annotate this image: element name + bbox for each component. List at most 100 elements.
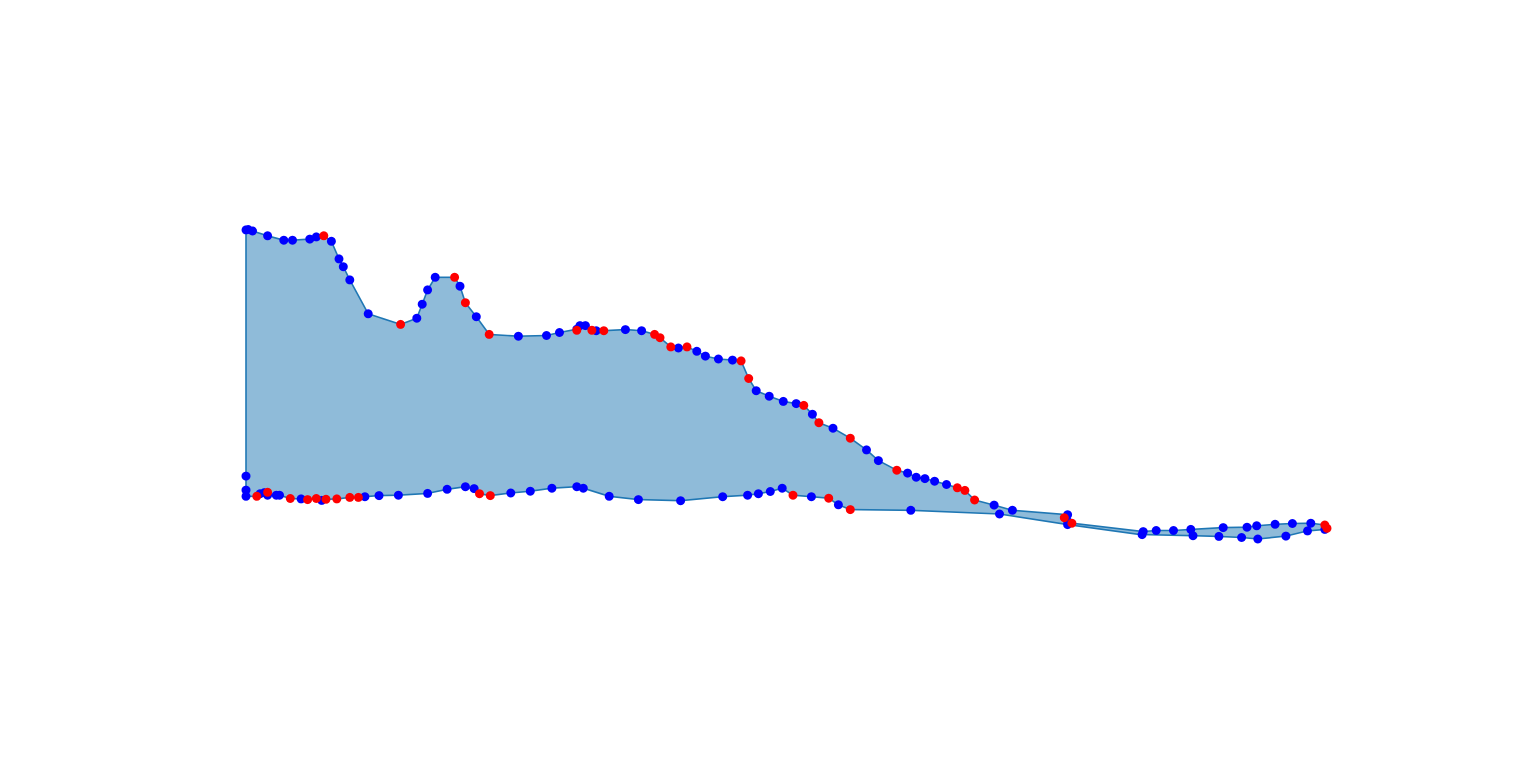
blue-point-87: [460, 482, 470, 492]
blue-point-67: [1137, 530, 1147, 540]
blue-point-18: [471, 312, 481, 322]
blue-point-101: [271, 490, 281, 500]
red-point-12: [736, 356, 746, 366]
blue-point-93: [296, 494, 306, 504]
blue-point-66: [1188, 531, 1198, 541]
filled-region: [245, 228, 1328, 540]
blue-point-7: [311, 232, 321, 242]
blue-point-72: [806, 492, 816, 502]
red-point-29: [475, 489, 484, 499]
blue-point-35: [778, 396, 788, 406]
blue-point-52: [1169, 526, 1178, 535]
blue-point-77: [718, 492, 728, 502]
blue-point-36: [791, 399, 801, 409]
blue-point-4: [279, 235, 289, 245]
blue-point-34: [764, 391, 774, 401]
blue-point-27: [637, 326, 647, 336]
blue-point-17: [455, 281, 465, 291]
blue-point-42: [911, 472, 921, 482]
blue-point-3: [263, 231, 273, 241]
red-point-10: [666, 342, 676, 352]
red-point-31: [345, 492, 355, 502]
blue-point-21: [555, 328, 564, 337]
red-point-35: [303, 495, 313, 505]
blue-point-29: [692, 346, 702, 356]
red-point-15: [814, 418, 824, 428]
blue-point-30: [700, 351, 710, 361]
red-point-33: [321, 494, 331, 504]
blue-point-58: [1287, 519, 1297, 528]
blue-point-39: [862, 445, 871, 455]
blue-point-14: [417, 299, 427, 309]
red-point-20: [970, 495, 980, 505]
blue-point-85: [506, 488, 516, 498]
blue-point-88: [442, 484, 452, 494]
blue-point-5: [288, 235, 297, 245]
blue-point-71: [833, 500, 843, 510]
blue-point-19: [513, 331, 523, 341]
blue-point-54: [1218, 523, 1228, 533]
blue-point-63: [1253, 534, 1263, 544]
blue-point-12: [363, 309, 373, 319]
blue-point-82: [572, 482, 582, 492]
blue-point-16: [430, 272, 440, 282]
blue-point-65: [1214, 531, 1224, 541]
blue-point-73: [777, 483, 787, 493]
red-point-3: [460, 298, 470, 308]
blue-point-37: [807, 409, 817, 419]
red-point-6: [587, 325, 597, 335]
blue-point-43: [920, 474, 930, 484]
blue-point-45: [942, 480, 951, 489]
blue-point-83: [547, 483, 557, 493]
blue-point-13: [412, 313, 422, 323]
blue-point-2: [248, 226, 257, 236]
blue-point-74: [765, 487, 775, 496]
blue-point-11: [345, 275, 355, 285]
blue-point-9: [334, 254, 344, 264]
red-point-36: [285, 494, 295, 503]
blue-point-26: [620, 325, 630, 335]
blue-point-15: [423, 285, 433, 295]
blue-point-89: [423, 488, 433, 498]
blue-point-55: [1242, 522, 1252, 532]
red-point-22: [1067, 518, 1077, 528]
blue-point-47: [1007, 505, 1017, 515]
red-point-17: [892, 465, 902, 475]
red-point-19: [960, 485, 970, 495]
blue-point-44: [930, 476, 940, 486]
red-point-16: [845, 433, 855, 443]
blue-point-78: [676, 496, 686, 506]
blue-point-10: [338, 262, 348, 272]
blue-point-56: [1252, 521, 1262, 531]
blue-point-69: [995, 509, 1004, 519]
blue-point-75: [753, 489, 763, 499]
blue-point-33: [751, 386, 761, 396]
red-point-1: [396, 319, 406, 329]
point-markers: [241, 225, 1332, 544]
red-point-32: [332, 494, 342, 504]
blue-point-28: [673, 343, 683, 353]
blue-point-38: [828, 423, 838, 433]
red-point-9: [655, 333, 665, 343]
red-point-0: [319, 231, 329, 241]
blue-point-64: [1237, 533, 1247, 542]
red-point-26: [824, 493, 834, 503]
blue-point-24: [580, 321, 590, 331]
blue-point-98: [241, 485, 251, 495]
red-point-4: [484, 329, 494, 339]
blue-point-40: [873, 456, 883, 466]
blue-point-57: [1270, 519, 1280, 529]
red-point-30: [353, 492, 363, 502]
blue-point-20: [542, 331, 551, 340]
blue-point-46: [989, 500, 999, 510]
red-point-21: [1059, 513, 1069, 523]
red-point-24: [1322, 523, 1332, 533]
blue-point-59: [1306, 518, 1316, 528]
blue-point-90: [393, 490, 403, 500]
blue-point-84: [525, 486, 535, 496]
red-point-37: [252, 491, 262, 501]
blue-point-31: [713, 354, 723, 364]
blue-point-80: [604, 491, 614, 501]
red-point-28: [485, 491, 495, 501]
red-point-38: [263, 487, 273, 497]
